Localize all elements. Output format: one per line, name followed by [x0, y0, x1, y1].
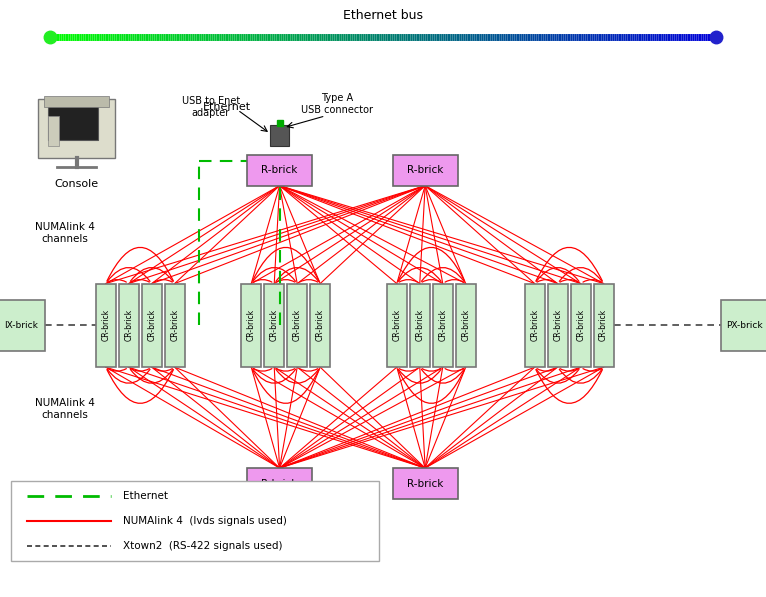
- FancyBboxPatch shape: [456, 284, 476, 367]
- Text: Type A
USB connector: Type A USB connector: [301, 93, 373, 115]
- FancyBboxPatch shape: [525, 284, 545, 367]
- Text: CR-brick: CR-brick: [316, 309, 325, 341]
- Text: NUMAlink 4  (lvds signals used): NUMAlink 4 (lvds signals used): [123, 516, 286, 525]
- FancyBboxPatch shape: [548, 284, 568, 367]
- FancyBboxPatch shape: [142, 284, 162, 367]
- FancyBboxPatch shape: [387, 284, 407, 367]
- Text: NUMAlink 4
channels: NUMAlink 4 channels: [35, 222, 95, 244]
- Text: CR-brick: CR-brick: [530, 309, 539, 341]
- Text: Xtown2  (RS-422 signals used): Xtown2 (RS-422 signals used): [123, 541, 282, 550]
- FancyBboxPatch shape: [571, 284, 591, 367]
- FancyBboxPatch shape: [38, 99, 115, 158]
- Text: IX-brick: IX-brick: [5, 321, 38, 330]
- Text: CR-brick: CR-brick: [293, 309, 302, 341]
- Text: Ethernet: Ethernet: [203, 103, 251, 112]
- FancyBboxPatch shape: [270, 125, 289, 146]
- FancyBboxPatch shape: [393, 155, 458, 186]
- Text: R-brick: R-brick: [407, 165, 444, 175]
- FancyBboxPatch shape: [410, 284, 430, 367]
- Text: Ethernet bus: Ethernet bus: [343, 9, 423, 22]
- Text: CR-brick: CR-brick: [553, 309, 562, 341]
- FancyBboxPatch shape: [165, 284, 185, 367]
- FancyBboxPatch shape: [393, 468, 458, 499]
- FancyBboxPatch shape: [247, 468, 313, 499]
- Text: R-brick: R-brick: [261, 479, 298, 488]
- FancyBboxPatch shape: [247, 155, 313, 186]
- FancyBboxPatch shape: [47, 104, 98, 140]
- Text: CR-brick: CR-brick: [415, 309, 424, 341]
- Text: CR-brick: CR-brick: [392, 309, 401, 341]
- FancyBboxPatch shape: [287, 284, 307, 367]
- Text: CR-brick: CR-brick: [101, 309, 110, 341]
- FancyBboxPatch shape: [594, 284, 614, 367]
- Text: CR-brick: CR-brick: [599, 309, 608, 341]
- FancyBboxPatch shape: [47, 116, 60, 146]
- Text: CR-brick: CR-brick: [124, 309, 133, 341]
- FancyBboxPatch shape: [433, 284, 453, 367]
- Text: CR-brick: CR-brick: [170, 309, 179, 341]
- Text: R-brick: R-brick: [407, 479, 444, 488]
- FancyBboxPatch shape: [96, 284, 116, 367]
- FancyBboxPatch shape: [310, 284, 330, 367]
- Text: CR-brick: CR-brick: [147, 309, 156, 341]
- FancyBboxPatch shape: [241, 284, 261, 367]
- FancyBboxPatch shape: [721, 300, 766, 350]
- Text: CR-brick: CR-brick: [438, 309, 447, 341]
- FancyBboxPatch shape: [119, 284, 139, 367]
- Text: Console: Console: [54, 179, 99, 189]
- FancyBboxPatch shape: [44, 96, 110, 107]
- FancyBboxPatch shape: [0, 300, 45, 350]
- Text: NUMAlink 4
channels: NUMAlink 4 channels: [35, 398, 95, 420]
- FancyBboxPatch shape: [264, 284, 284, 367]
- Text: CR-brick: CR-brick: [576, 309, 585, 341]
- Text: PX-brick: PX-brick: [726, 321, 763, 330]
- Text: USB to Enet
adapter: USB to Enet adapter: [182, 96, 240, 118]
- Text: Ethernet: Ethernet: [123, 491, 168, 500]
- FancyBboxPatch shape: [11, 481, 379, 561]
- Text: CR-brick: CR-brick: [270, 309, 279, 341]
- Text: CR-brick: CR-brick: [461, 309, 470, 341]
- Text: CR-brick: CR-brick: [247, 309, 256, 341]
- Text: R-brick: R-brick: [261, 165, 298, 175]
